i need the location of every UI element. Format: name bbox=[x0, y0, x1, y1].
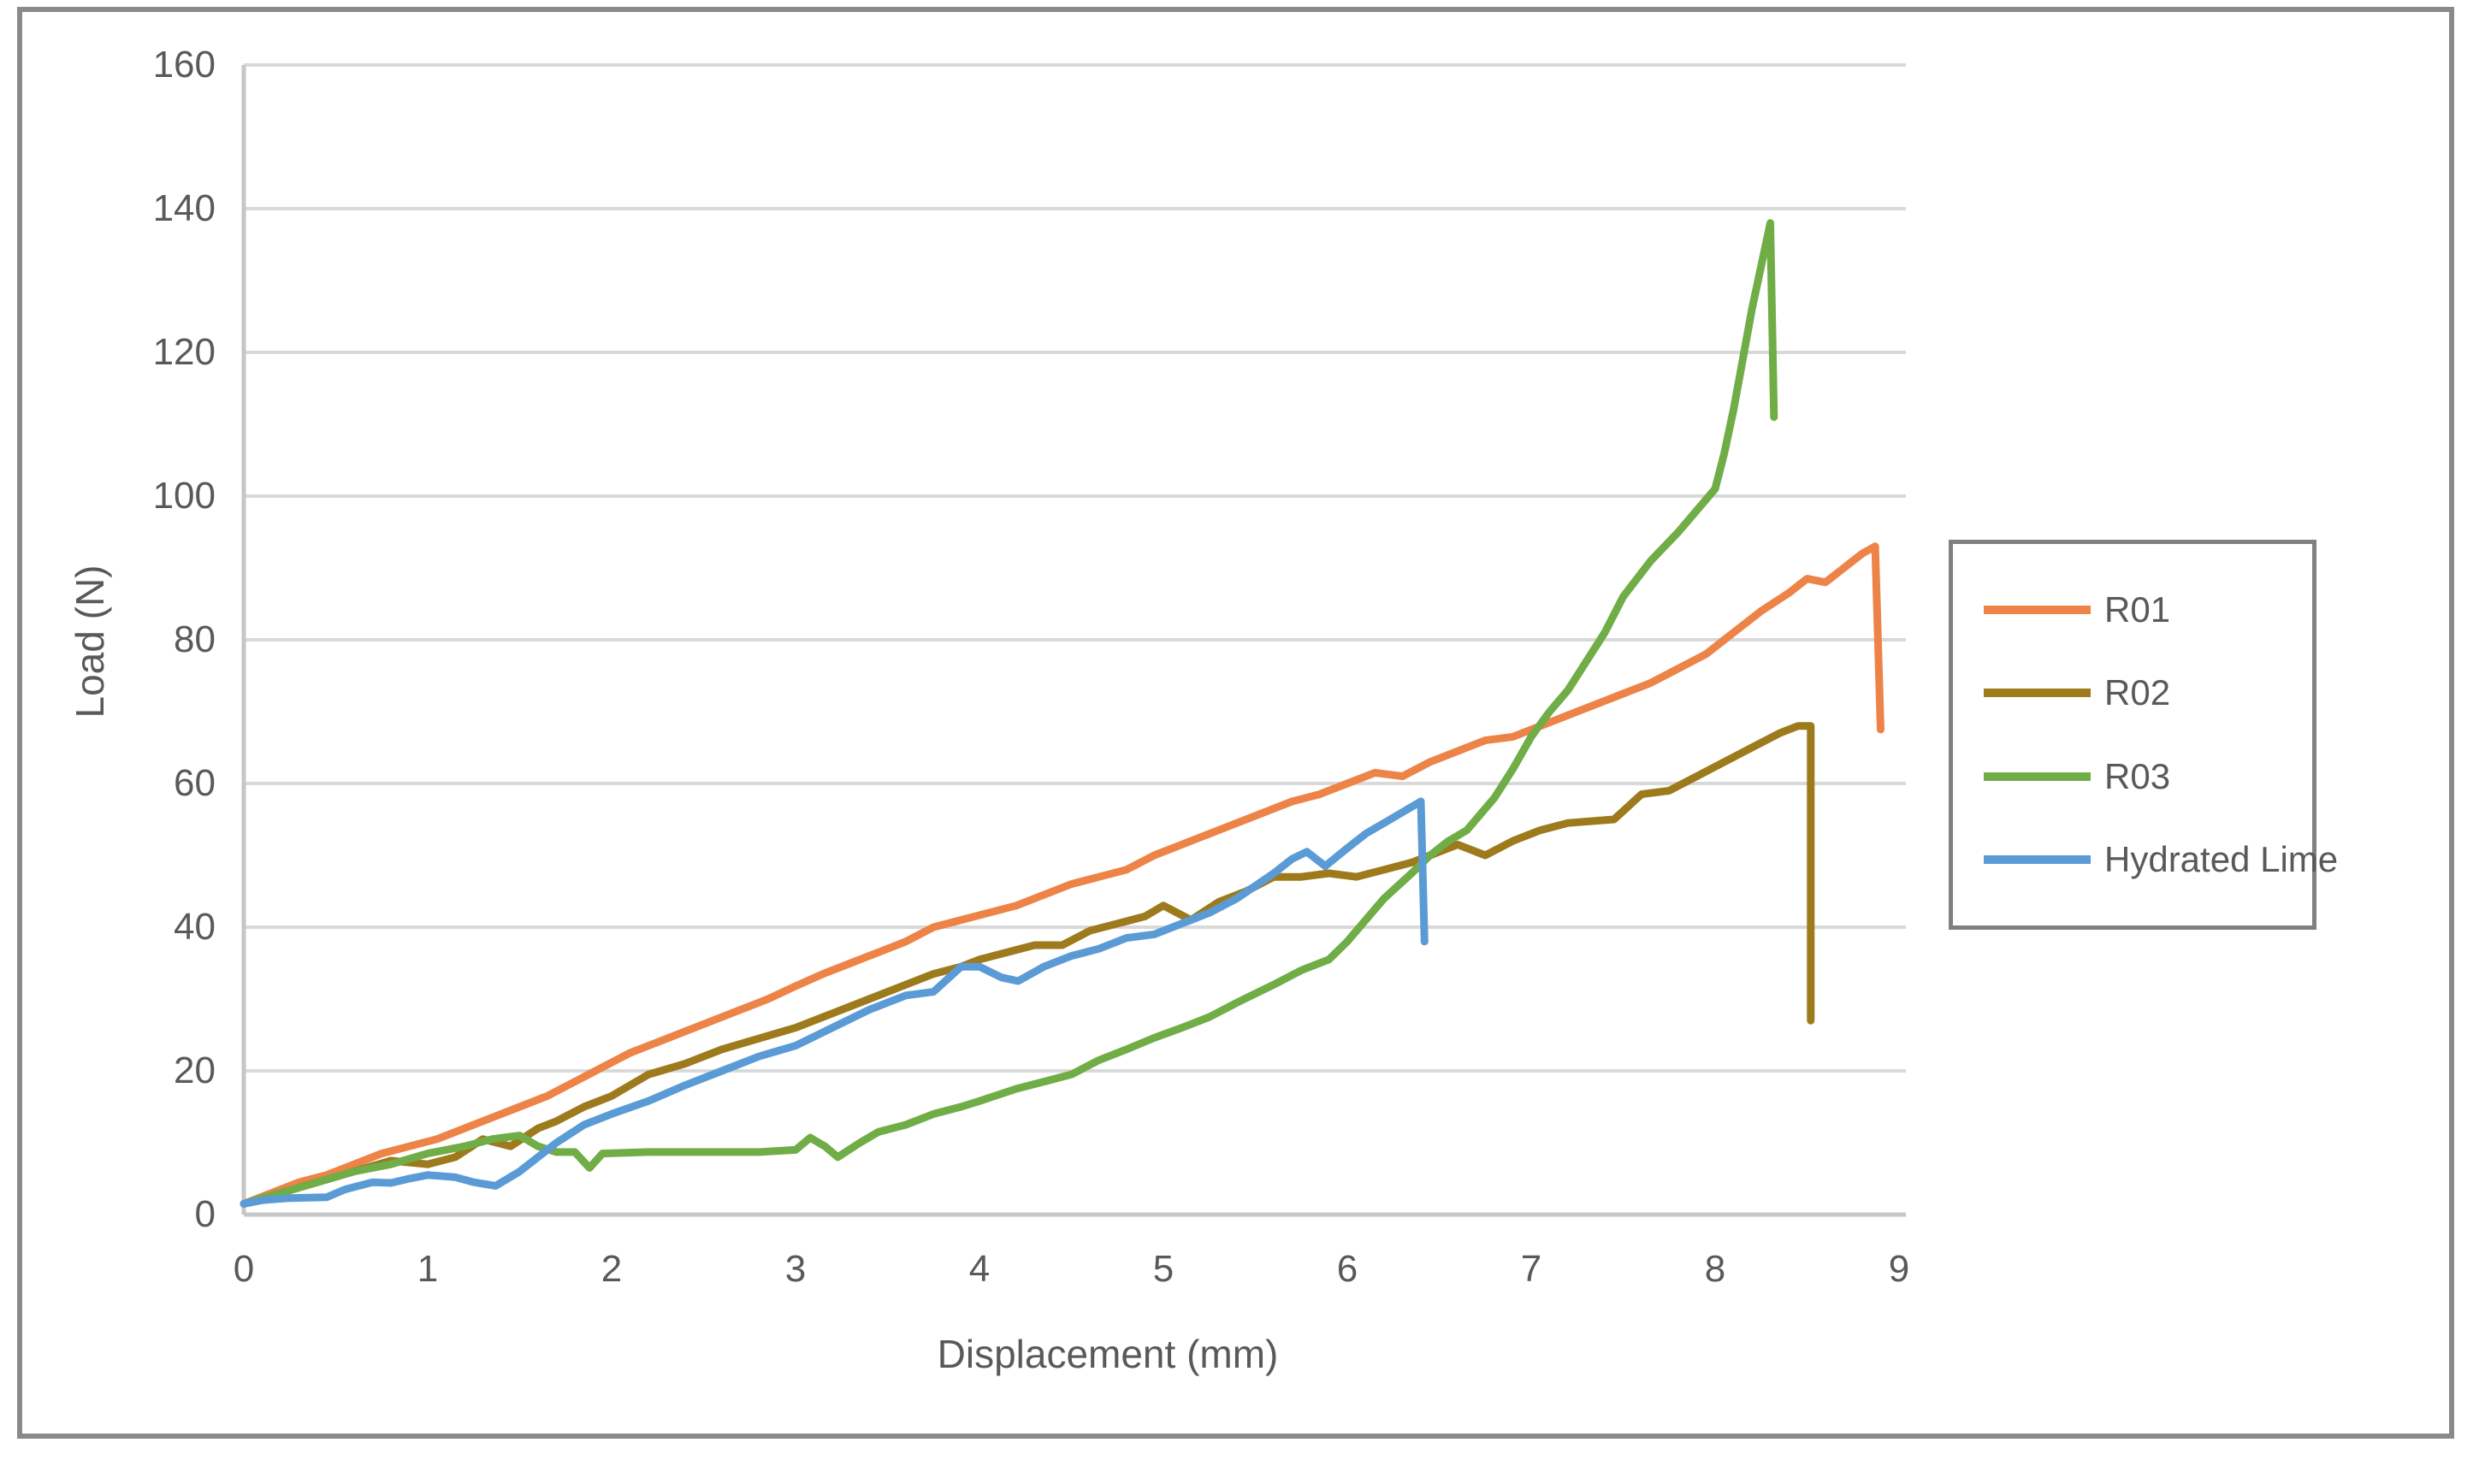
y-tick-label: 160 bbox=[152, 44, 216, 86]
legend: R01 R02 R03 Hydrated Lime bbox=[1949, 540, 2338, 930]
x-tick-label: 7 bbox=[1520, 1248, 1542, 1290]
gridlines bbox=[244, 63, 1906, 1073]
y-tick-label: 100 bbox=[152, 475, 216, 517]
legend-item-label: Hydrated Lime bbox=[2104, 839, 2339, 880]
axis-lines bbox=[241, 65, 1906, 1217]
x-tick-label: 2 bbox=[601, 1248, 623, 1290]
y-tick-label: 120 bbox=[152, 331, 216, 373]
y-tick-label: 60 bbox=[174, 762, 216, 804]
y-tick-label: 80 bbox=[174, 618, 216, 660]
y-tick-label: 140 bbox=[152, 187, 216, 229]
legend-item-r03: R03 bbox=[1984, 755, 2312, 796]
legend-swatch bbox=[1984, 772, 2091, 781]
legend-swatch bbox=[1984, 689, 2091, 698]
legend-item-r02: R02 bbox=[1984, 673, 2312, 712]
legend-item-label: R02 bbox=[2104, 672, 2171, 713]
x-tick-label: 9 bbox=[1888, 1248, 1910, 1290]
legend-item-hydrated-lime: Hydrated Lime bbox=[1984, 840, 2338, 879]
y-tick-label: 20 bbox=[174, 1049, 216, 1091]
x-tick-label: 3 bbox=[784, 1248, 807, 1290]
x-tick-label: 6 bbox=[1336, 1248, 1358, 1290]
legend-item-label: R03 bbox=[2104, 755, 2171, 796]
x-tick-label: 8 bbox=[1704, 1248, 1726, 1290]
x-tick-label: 4 bbox=[968, 1248, 991, 1290]
series-line-r03 bbox=[240, 219, 1778, 1208]
x-axis-title: Displacement (mm) bbox=[937, 1332, 1279, 1376]
y-tick-label: 40 bbox=[174, 906, 216, 948]
x-tick-label: 5 bbox=[1152, 1248, 1174, 1290]
legend-item-label: R01 bbox=[2104, 588, 2171, 630]
series-line-r02 bbox=[240, 722, 1815, 1208]
legend-swatch bbox=[1984, 605, 2091, 614]
y-tick-label: 0 bbox=[194, 1193, 216, 1235]
x-tick-label: 1 bbox=[417, 1248, 439, 1290]
y-axis-title: Load (N) bbox=[68, 565, 112, 718]
series-line-hydrated-lime bbox=[240, 797, 1429, 1208]
x-tick-label: 0 bbox=[233, 1248, 255, 1290]
legend-swatch bbox=[1984, 855, 2091, 865]
series-line-r01 bbox=[240, 542, 1884, 1208]
legend-item-r01: R01 bbox=[1984, 588, 2312, 630]
series-lines bbox=[240, 219, 1884, 1208]
